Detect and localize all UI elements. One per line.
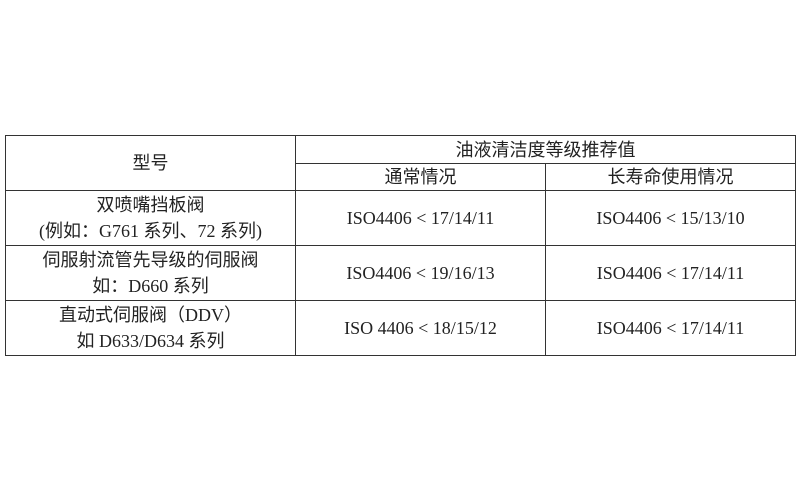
model-line: 如 D633/D634 系列	[76, 331, 225, 351]
table-row: 双喷嘴挡板阀 (例如：G761 系列、72 系列) ISO4406 < 17/14…	[5, 190, 796, 246]
model-cell: 伺服射流管先导级的伺服阀 如：D660 系列	[5, 245, 296, 301]
long-life-cell: ISO4406 < 17/14/11	[545, 300, 796, 356]
normal-cell: ISO4406 < 17/14/11	[295, 190, 546, 246]
model-line: 直动式伺服阀（DDV）	[59, 305, 242, 325]
model-line: 如：D660 系列	[92, 276, 209, 296]
header-model: 型号	[5, 135, 296, 191]
model-cell: 直动式伺服阀（DDV） 如 D633/D634 系列	[5, 300, 296, 356]
table-row: 伺服射流管先导级的伺服阀 如：D660 系列 ISO4406 < 19/16/13…	[5, 245, 796, 301]
model-line: 伺服射流管先导级的伺服阀	[42, 250, 259, 270]
header-long-life: 长寿命使用情况	[545, 163, 796, 191]
cleanliness-table: 型号 油液清洁度等级推荐值 通常情况 长寿命使用情况 双喷嘴挡板阀 (例如：G76…	[5, 135, 796, 356]
long-life-cell: ISO4406 < 15/13/10	[545, 190, 796, 246]
header-cleanliness: 油液清洁度等级推荐值	[295, 135, 796, 164]
normal-cell: ISO 4406 < 18/15/12	[295, 300, 546, 356]
table-row: 直动式伺服阀（DDV） 如 D633/D634 系列 ISO 4406 < 18/…	[5, 300, 796, 356]
model-cell: 双喷嘴挡板阀 (例如：G761 系列、72 系列)	[5, 190, 296, 246]
model-line: 双喷嘴挡板阀	[96, 195, 205, 215]
header-normal: 通常情况	[295, 163, 546, 191]
long-life-cell: ISO4406 < 17/14/11	[545, 245, 796, 301]
model-line: (例如：G761 系列、72 系列)	[39, 221, 262, 241]
normal-cell: ISO4406 < 19/16/13	[295, 245, 546, 301]
